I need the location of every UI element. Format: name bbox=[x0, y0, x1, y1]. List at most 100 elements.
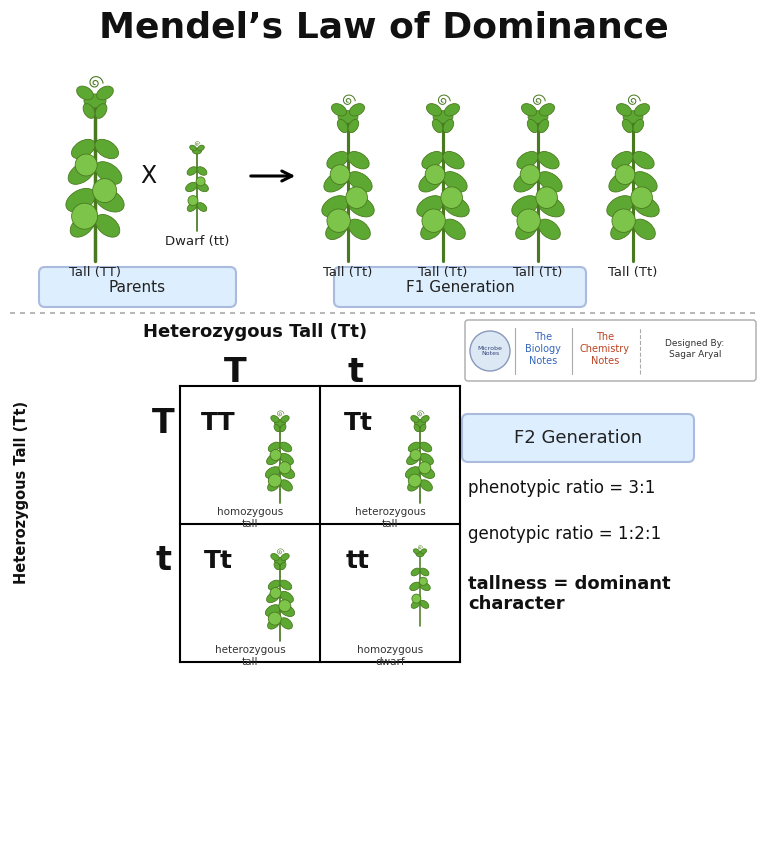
Ellipse shape bbox=[95, 104, 107, 118]
Ellipse shape bbox=[324, 171, 348, 192]
Circle shape bbox=[268, 474, 281, 487]
Ellipse shape bbox=[326, 219, 348, 240]
Ellipse shape bbox=[409, 443, 420, 452]
Text: Parents: Parents bbox=[108, 280, 166, 294]
Ellipse shape bbox=[515, 219, 538, 240]
Ellipse shape bbox=[421, 549, 426, 554]
Ellipse shape bbox=[538, 119, 548, 133]
Ellipse shape bbox=[77, 86, 94, 100]
Ellipse shape bbox=[190, 146, 197, 151]
Circle shape bbox=[615, 164, 635, 185]
Circle shape bbox=[346, 187, 367, 209]
Ellipse shape bbox=[539, 104, 554, 116]
Circle shape bbox=[441, 187, 462, 209]
Ellipse shape bbox=[408, 479, 420, 491]
Circle shape bbox=[330, 164, 350, 185]
Ellipse shape bbox=[281, 415, 290, 423]
Ellipse shape bbox=[514, 171, 538, 192]
Ellipse shape bbox=[349, 104, 365, 116]
Ellipse shape bbox=[348, 171, 372, 192]
Ellipse shape bbox=[421, 219, 442, 240]
Ellipse shape bbox=[611, 219, 633, 240]
Ellipse shape bbox=[267, 618, 280, 629]
Circle shape bbox=[425, 164, 445, 185]
Text: The
Biology
Notes: The Biology Notes bbox=[525, 332, 561, 366]
Circle shape bbox=[71, 203, 98, 229]
Ellipse shape bbox=[633, 152, 654, 169]
Text: Tall (Tt): Tall (Tt) bbox=[419, 266, 468, 279]
Ellipse shape bbox=[193, 148, 201, 154]
Circle shape bbox=[279, 461, 291, 474]
Ellipse shape bbox=[517, 152, 538, 169]
Ellipse shape bbox=[406, 454, 420, 465]
Ellipse shape bbox=[197, 146, 204, 151]
Text: Tall (Tt): Tall (Tt) bbox=[513, 266, 563, 279]
Text: Tt: Tt bbox=[343, 411, 372, 435]
Circle shape bbox=[419, 461, 431, 474]
Text: Tt: Tt bbox=[204, 549, 233, 573]
Ellipse shape bbox=[443, 152, 464, 169]
Text: tall: tall bbox=[242, 519, 258, 529]
Ellipse shape bbox=[95, 162, 122, 184]
Text: tall: tall bbox=[382, 519, 399, 529]
Circle shape bbox=[75, 154, 98, 176]
Ellipse shape bbox=[528, 110, 548, 123]
Ellipse shape bbox=[528, 119, 538, 133]
Ellipse shape bbox=[634, 104, 650, 116]
Ellipse shape bbox=[280, 467, 295, 479]
Circle shape bbox=[470, 331, 510, 371]
Text: T: T bbox=[223, 356, 247, 389]
Ellipse shape bbox=[538, 196, 564, 217]
Ellipse shape bbox=[274, 557, 286, 564]
Circle shape bbox=[536, 187, 558, 209]
Circle shape bbox=[422, 209, 445, 232]
Ellipse shape bbox=[70, 215, 94, 237]
Text: t: t bbox=[347, 356, 363, 389]
Text: tallness = dominant
character: tallness = dominant character bbox=[468, 574, 670, 614]
Ellipse shape bbox=[420, 467, 435, 479]
Text: The
Chemistry
Notes: The Chemistry Notes bbox=[580, 332, 630, 366]
Ellipse shape bbox=[413, 549, 419, 554]
Ellipse shape bbox=[327, 152, 348, 169]
Ellipse shape bbox=[84, 94, 106, 108]
Text: Mendel’s Law of Dominance: Mendel’s Law of Dominance bbox=[99, 10, 669, 44]
Ellipse shape bbox=[420, 454, 433, 465]
Ellipse shape bbox=[443, 119, 454, 133]
Ellipse shape bbox=[280, 591, 293, 603]
Ellipse shape bbox=[511, 196, 538, 217]
Circle shape bbox=[188, 196, 198, 205]
Ellipse shape bbox=[420, 479, 432, 491]
Text: Heterozygous Tall (Tt): Heterozygous Tall (Tt) bbox=[15, 401, 29, 584]
Text: F1 Generation: F1 Generation bbox=[406, 280, 515, 294]
Text: Heterozygous Tall (Tt): Heterozygous Tall (Tt) bbox=[143, 323, 367, 341]
Ellipse shape bbox=[416, 551, 424, 556]
Ellipse shape bbox=[197, 167, 207, 175]
Ellipse shape bbox=[97, 86, 114, 100]
Ellipse shape bbox=[633, 119, 644, 133]
Ellipse shape bbox=[349, 219, 370, 240]
Ellipse shape bbox=[417, 196, 443, 217]
Ellipse shape bbox=[623, 110, 643, 123]
Ellipse shape bbox=[443, 171, 467, 192]
Ellipse shape bbox=[197, 182, 208, 192]
Ellipse shape bbox=[419, 171, 443, 192]
Ellipse shape bbox=[71, 140, 95, 158]
Ellipse shape bbox=[197, 203, 207, 211]
Circle shape bbox=[268, 612, 281, 625]
Ellipse shape bbox=[95, 215, 120, 237]
Ellipse shape bbox=[420, 600, 429, 609]
Text: t: t bbox=[155, 544, 171, 578]
Circle shape bbox=[270, 449, 281, 461]
Ellipse shape bbox=[421, 415, 429, 423]
Ellipse shape bbox=[348, 119, 359, 133]
Ellipse shape bbox=[280, 562, 286, 570]
Ellipse shape bbox=[271, 415, 280, 423]
Text: homozygous: homozygous bbox=[357, 645, 423, 655]
Ellipse shape bbox=[411, 600, 420, 609]
Circle shape bbox=[93, 179, 117, 203]
FancyBboxPatch shape bbox=[334, 267, 586, 307]
Ellipse shape bbox=[443, 219, 465, 240]
Ellipse shape bbox=[612, 152, 633, 169]
Circle shape bbox=[520, 164, 540, 185]
Ellipse shape bbox=[274, 562, 280, 570]
